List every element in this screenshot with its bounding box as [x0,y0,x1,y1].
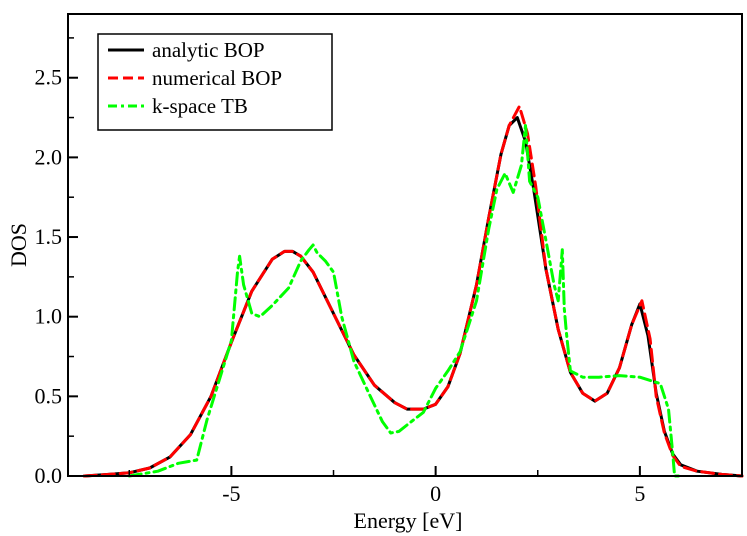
legend-label-k-space-tb: k-space TB [152,94,248,118]
plot-lines [82,104,744,478]
x-axis: -5 0 5 [128,466,743,506]
y-tick-label: 0.0 [35,463,63,488]
y-tick-label: 2.0 [35,144,63,169]
x-tick-label: 0 [430,481,441,506]
legend: analytic BOP numerical BOP k-space TB [97,33,333,131]
y-axis-title: DOS [6,223,31,267]
legend-label-analytic-bop: analytic BOP [152,38,265,62]
series-line-numerical-bop [82,104,744,478]
y-tick-label: 2.5 [35,65,63,90]
series-line-analytic-bop [82,116,744,478]
y-tick-label: 1.5 [35,224,63,249]
legend-label-numerical-bop: numerical BOP [152,66,282,90]
y-tick-label: 0.5 [35,383,63,408]
x-axis-title: Energy [eV] [354,508,463,533]
x-tick-label: 5 [634,481,645,506]
plot-frame [67,13,743,477]
y-tick-label: 1.0 [35,304,63,329]
y-axis: 0.0 0.5 1.0 1.5 2.0 2.5 [35,37,78,488]
series-line-k-space-tb [127,124,683,478]
x-tick-label: -5 [222,481,240,506]
